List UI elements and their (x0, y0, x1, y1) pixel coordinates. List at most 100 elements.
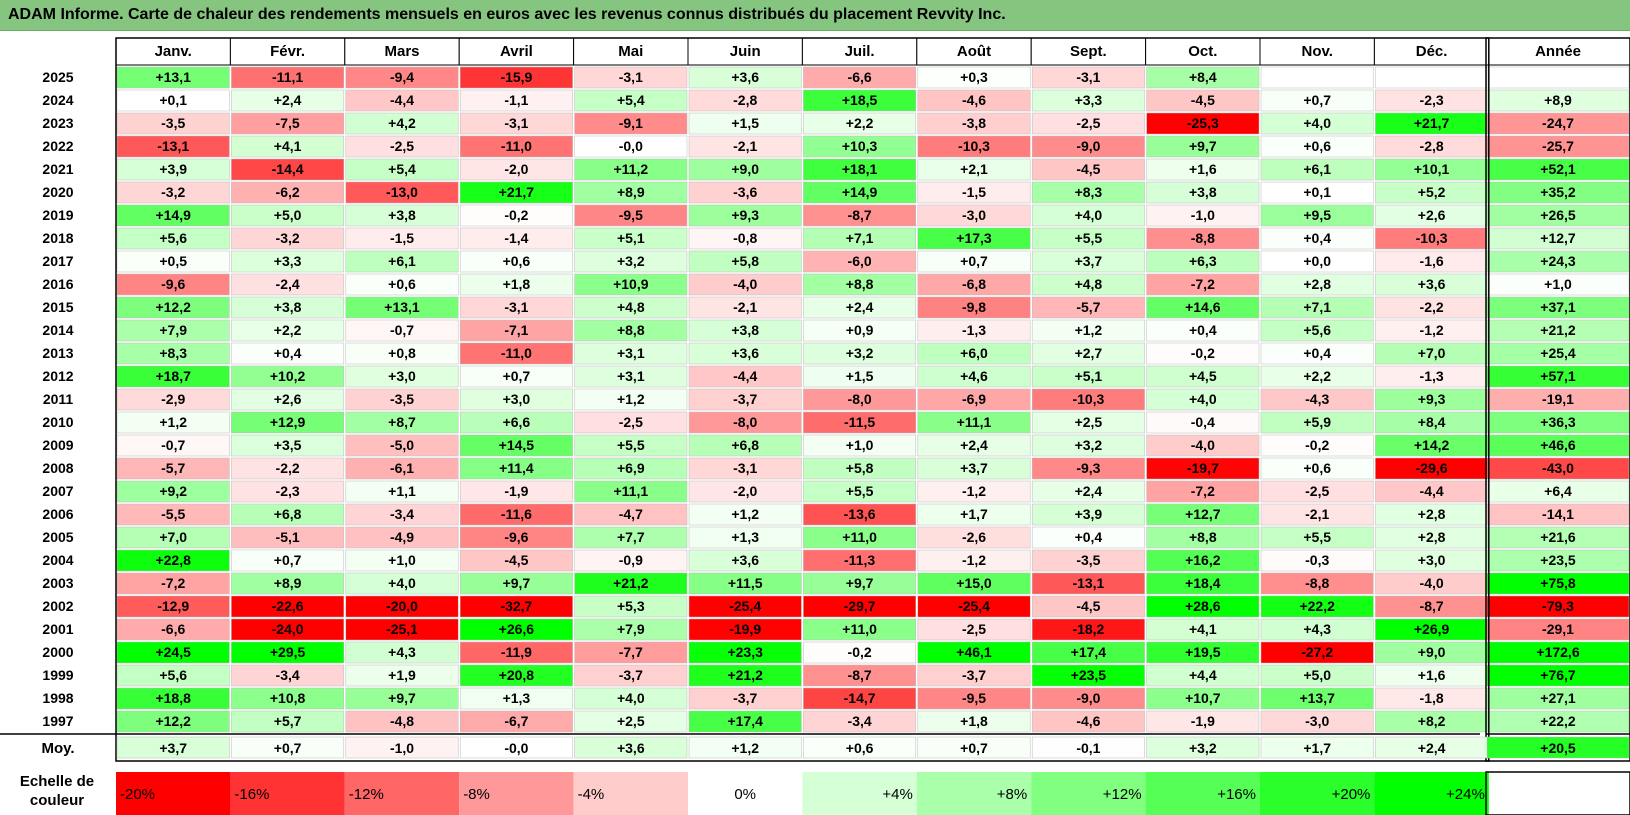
heatmap-cell (459, 227, 573, 250)
heatmap-cell (116, 204, 230, 227)
cell-value: +12,2 (155, 713, 191, 729)
cell-value: +8,8 (1189, 529, 1217, 545)
cell-value: +2,6 (274, 391, 302, 407)
heatmap-cell (459, 595, 573, 618)
heatmap-cell (1031, 250, 1145, 273)
cell-value: -3,4 (390, 506, 414, 522)
average-label: Moy. (41, 740, 74, 757)
total-cell (1486, 388, 1630, 411)
column-header-12: Déc. (1416, 43, 1448, 60)
cell-value: -8,7 (848, 207, 872, 223)
cell-value: -1,5 (962, 184, 986, 200)
heatmap-cell (1260, 250, 1374, 273)
heatmap-cell (1146, 549, 1260, 572)
cell-value: +1,5 (731, 115, 759, 131)
heatmap-cell (574, 641, 688, 664)
heatmap-cell (803, 66, 917, 89)
cell-value: +13,1 (155, 69, 191, 85)
total-cell (1486, 434, 1630, 457)
total-cell (1486, 342, 1630, 365)
cell-value: +18,8 (155, 690, 191, 706)
heatmap-cell (688, 618, 802, 641)
total-value: +172,6 (1536, 644, 1579, 660)
scale-swatch (1260, 772, 1375, 815)
heatmap-cell (917, 549, 1031, 572)
heatmap-cell (345, 526, 459, 549)
heatmap-cell (917, 204, 1031, 227)
cell-value: +8,9 (617, 184, 645, 200)
cell-value: +3,7 (1075, 253, 1103, 269)
cell-value: +2,7 (1075, 345, 1103, 361)
heatmap-cell (1146, 112, 1260, 135)
cell-value: +3,1 (617, 368, 645, 384)
cell-value: +6,1 (388, 253, 416, 269)
heatmap-cell (803, 457, 917, 480)
average-cell (1260, 736, 1374, 759)
cell-value: -11,1 (272, 69, 303, 85)
heatmap-cell (459, 687, 573, 710)
heatmap-cell (917, 135, 1031, 158)
heatmap-cell (1146, 227, 1260, 250)
cell-value: +2,4 (960, 437, 988, 453)
heatmap-cell (574, 549, 688, 572)
cell-value: +9,7 (846, 575, 874, 591)
heatmap-cell (917, 434, 1031, 457)
average-cell (1146, 736, 1260, 759)
cell-value: -5,7 (161, 460, 185, 476)
cell-value: -20,0 (386, 598, 418, 614)
cell-value: +21,7 (1414, 115, 1450, 131)
heatmap-cell (688, 503, 802, 526)
cell-value: +18,1 (842, 161, 878, 177)
heatmap-cell (1031, 457, 1145, 480)
cell-value: +9,3 (731, 207, 759, 223)
cell-value: +0,7 (1303, 92, 1331, 108)
cell-value: -25,3 (1187, 115, 1219, 131)
heatmap-cell (345, 687, 459, 710)
heatmap-cell (1260, 549, 1374, 572)
cell-value: +10,1 (1414, 161, 1450, 177)
heatmap-cell (574, 135, 688, 158)
total-cell (1486, 457, 1630, 480)
heatmap-cell (1260, 595, 1374, 618)
cell-value: +0,4 (1303, 345, 1331, 361)
cell-value: +0,4 (274, 345, 302, 361)
heatmap-cell (116, 388, 230, 411)
heatmap-cell (231, 572, 345, 595)
heatmap-cell (345, 664, 459, 687)
heatmap-cell (459, 526, 573, 549)
cell-value: -8,7 (848, 667, 872, 683)
cell-value: -24,0 (272, 621, 304, 637)
cell-value: -3,1 (1076, 69, 1100, 85)
heatmap-cell (1031, 503, 1145, 526)
heatmap-cell (688, 388, 802, 411)
cell-value: +0,7 (503, 368, 531, 384)
cell-value: +21,7 (499, 184, 535, 200)
heatmap-cell (345, 66, 459, 89)
cell-value: +12,7 (1185, 506, 1221, 522)
year-label: 2005 (42, 529, 73, 545)
average-value: +0,7 (274, 740, 302, 756)
cell-value: -29,6 (1416, 460, 1448, 476)
scale-swatch (459, 772, 574, 815)
heatmap-cell (688, 595, 802, 618)
total-cell (1486, 549, 1630, 572)
heatmap-cell (459, 296, 573, 319)
heatmap-cell (1146, 135, 1260, 158)
cell-value: -5,1 (276, 529, 300, 545)
heatmap-cell (688, 66, 802, 89)
column-header-cell (916, 37, 1032, 66)
cell-value: -2,5 (1076, 115, 1100, 131)
cell-value: +13,7 (1299, 690, 1335, 706)
heatmap-cell (574, 411, 688, 434)
column-header-3: Mars (384, 43, 419, 60)
scale-swatch (116, 772, 231, 815)
cell-value: +1,8 (503, 276, 531, 292)
year-label: 2015 (42, 299, 73, 315)
heatmap-cell (917, 526, 1031, 549)
average-value: +0,6 (846, 740, 874, 756)
heatmap-cell (231, 710, 345, 733)
cell-value: -0,8 (733, 230, 757, 246)
total-header: Année (1535, 43, 1581, 60)
cell-value: +2,4 (846, 299, 874, 315)
scale-swatch (230, 772, 345, 815)
